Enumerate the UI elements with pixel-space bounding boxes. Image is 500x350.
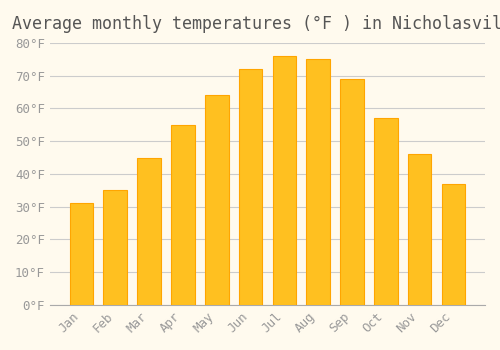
Bar [408, 154, 432, 305]
Bar [442, 184, 465, 305]
Bar [104, 190, 127, 305]
Title: Average monthly temperatures (°F ) in Nicholasville: Average monthly temperatures (°F ) in Ni… [12, 15, 500, 33]
Bar [374, 118, 398, 305]
Bar [70, 203, 94, 305]
Bar [272, 56, 296, 305]
Bar [306, 59, 330, 305]
Bar [238, 69, 262, 305]
Bar [171, 125, 194, 305]
Bar [340, 79, 364, 305]
Bar [205, 95, 229, 305]
Bar [138, 158, 161, 305]
